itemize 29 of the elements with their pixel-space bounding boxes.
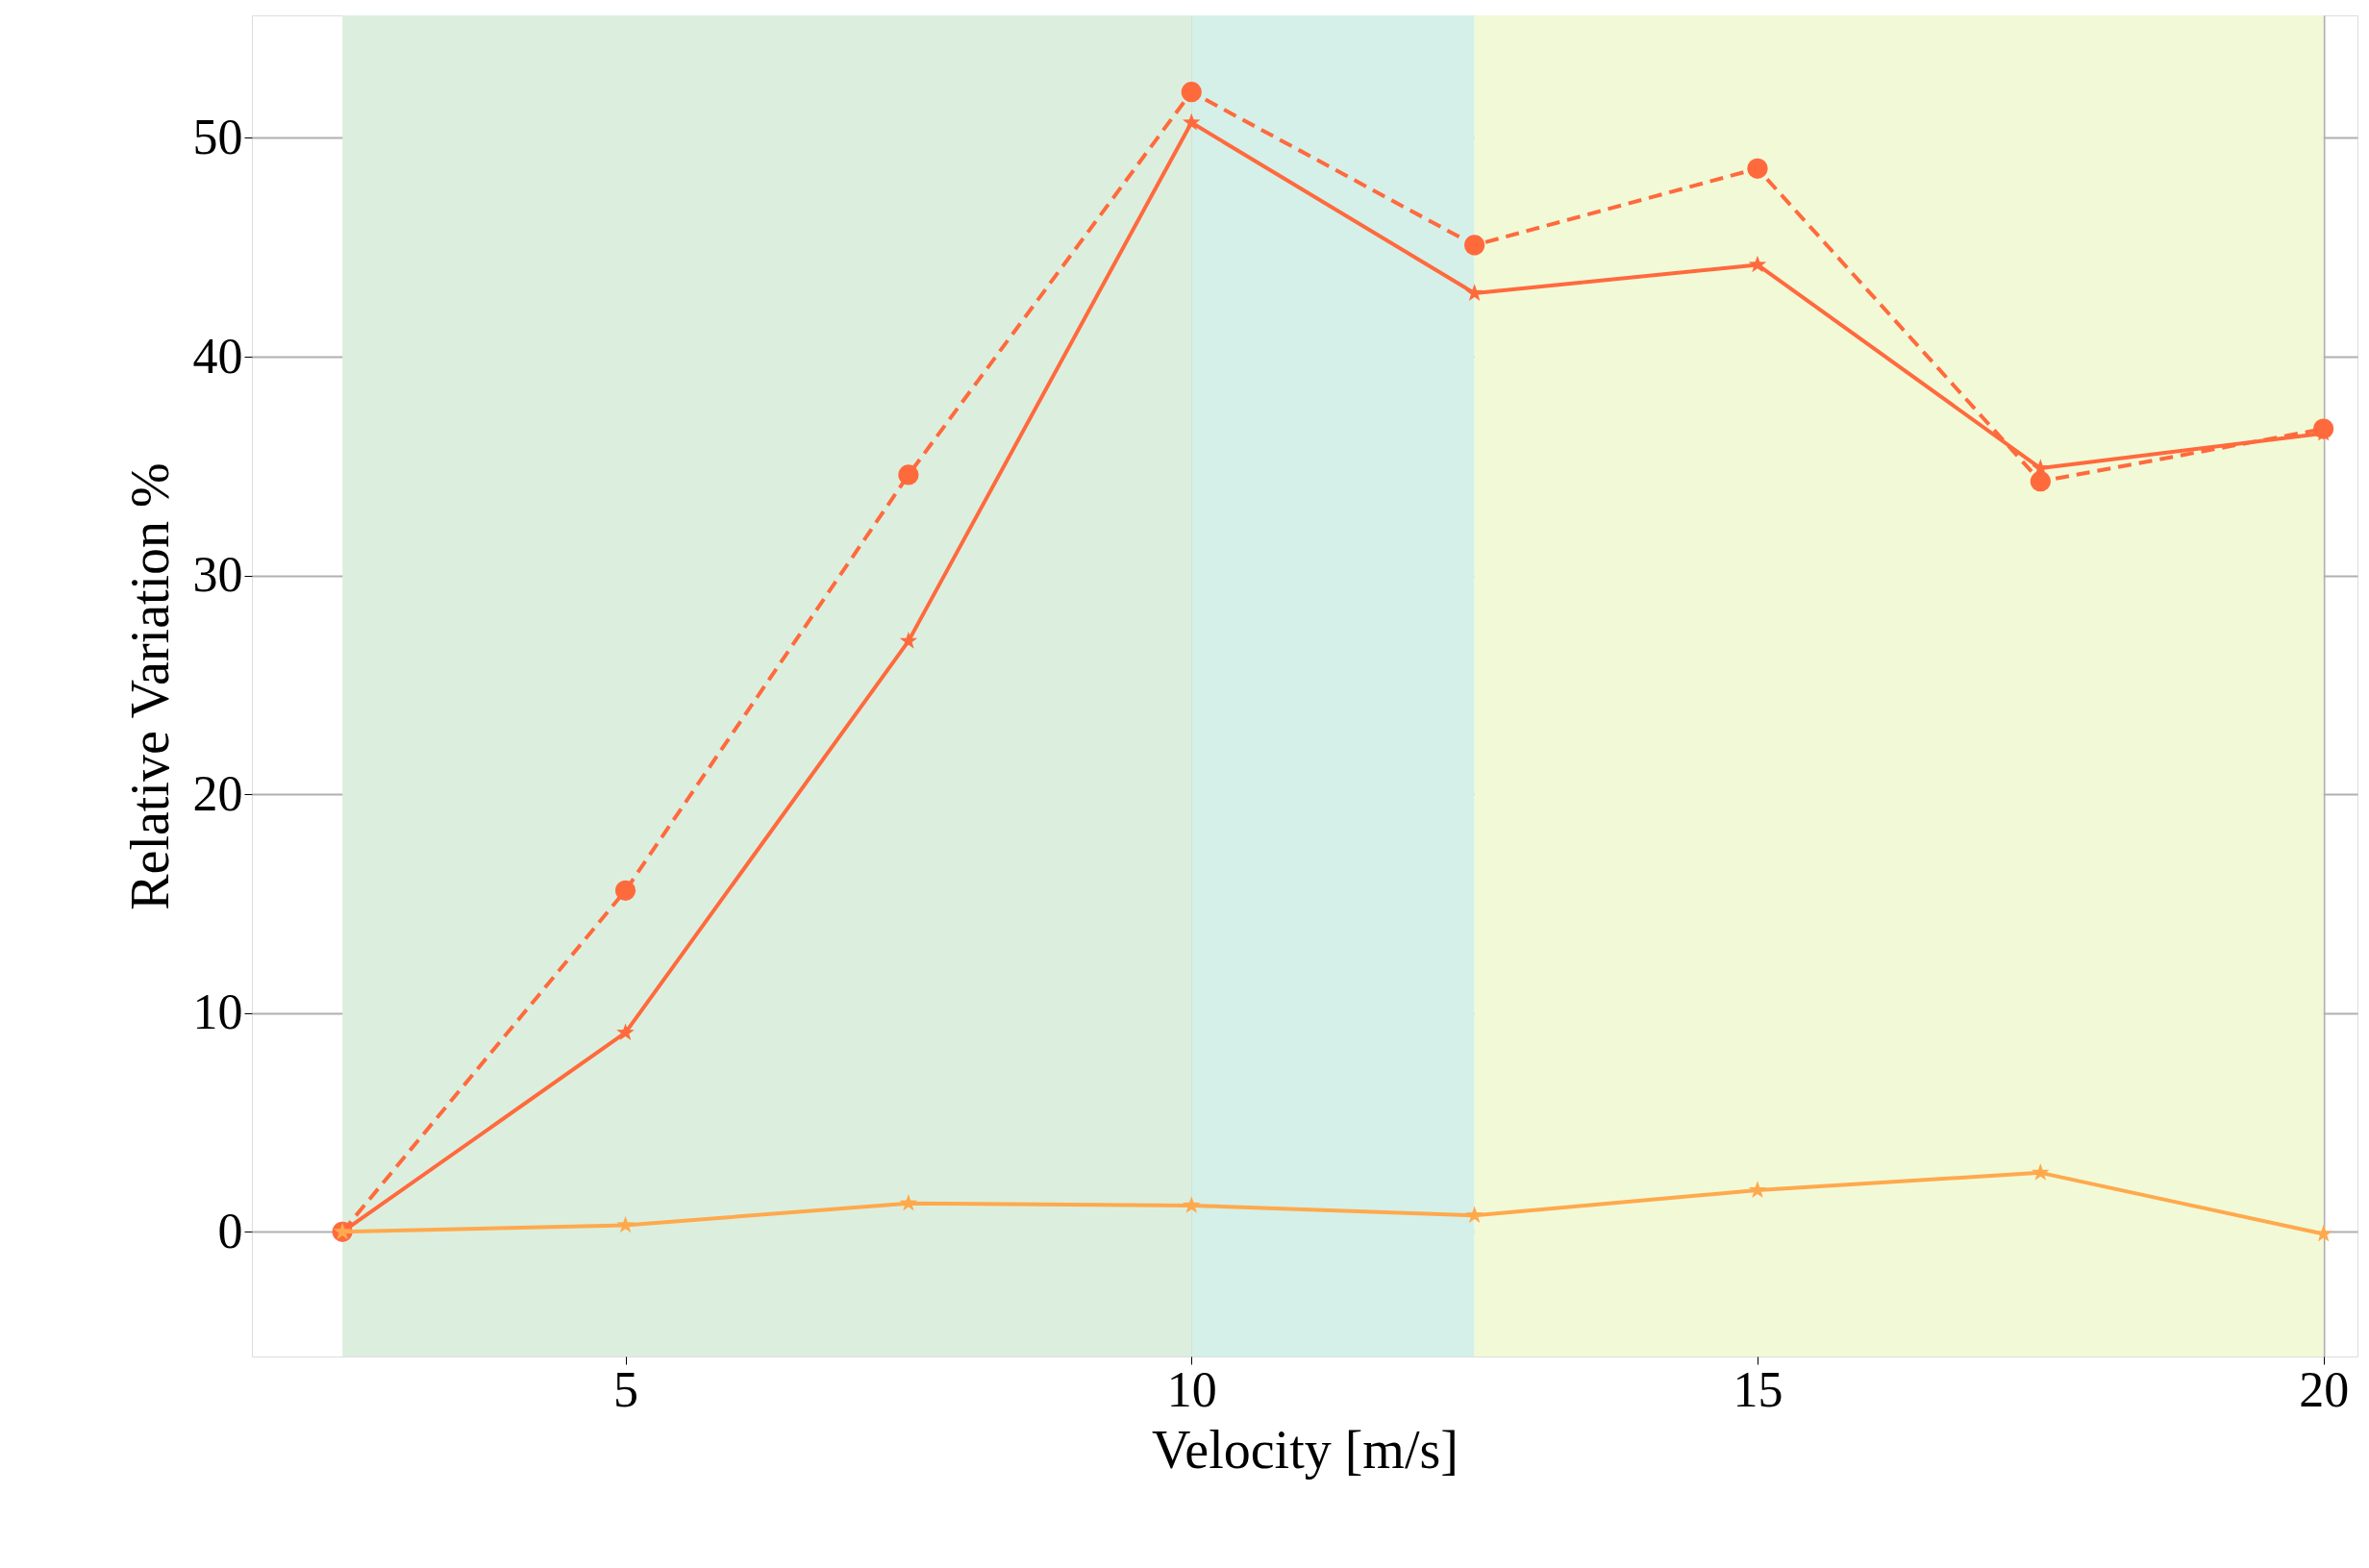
point [1465,1206,1484,1224]
point [614,880,636,901]
y-tick-label: 50 [192,109,243,164]
point [1182,1196,1201,1213]
point [1182,112,1201,131]
point [898,464,919,485]
point [616,1215,635,1233]
y-tick-label: 0 [217,1203,243,1258]
point [1181,82,1202,103]
point [1747,158,1768,179]
y-tick-label: 10 [192,984,243,1040]
x-tick-label: 15 [1733,1361,1783,1417]
point [1748,255,1767,273]
x-tick-label: 10 [1166,1361,1217,1417]
point [1465,284,1484,301]
y-axis-title: Relative Variation % [119,462,180,910]
point [899,1193,918,1211]
point [616,1023,635,1041]
y-tick-label: 40 [192,328,243,384]
x-tick-label: 20 [2299,1361,2350,1417]
point [2032,1163,2050,1181]
x-axis-title: Velocity [m/s] [1152,1419,1459,1480]
point [2030,471,2051,492]
y-tick-label: 20 [192,765,243,821]
point [1748,1181,1767,1198]
x-tick-label: 5 [613,1361,639,1417]
point [899,632,918,649]
point [1464,235,1485,256]
y-tick-label: 30 [192,547,243,603]
